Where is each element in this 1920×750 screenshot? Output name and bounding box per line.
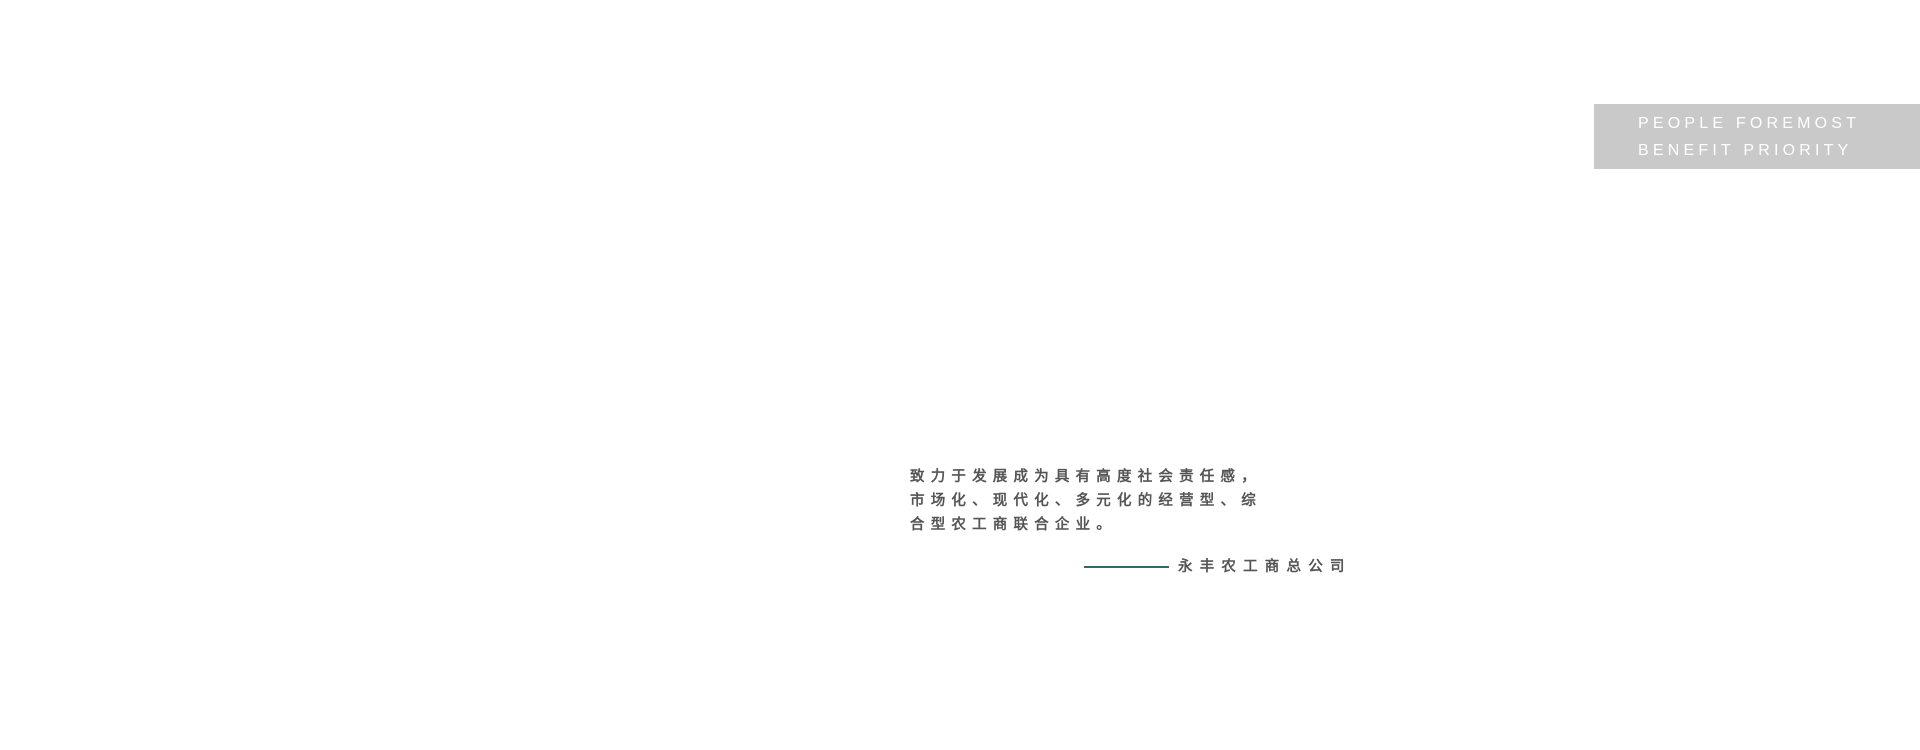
slogan-line-2: BENEFIT PRIORITY <box>1638 142 1853 159</box>
mission-line-3: 合型农工商联合企业。 <box>910 517 1117 533</box>
mission-statement: 致力于发展成为具有高度社会责任感， 市场化、现代化、多元化的经营型、综 合型农工… <box>910 465 1262 537</box>
slogan-badge: PEOPLE FOREMOST BENEFIT PRIORITY <box>1594 104 1920 169</box>
signature-divider <box>1084 566 1169 568</box>
slogan-line-1: PEOPLE FOREMOST <box>1638 115 1861 132</box>
mission-line-2: 市场化、现代化、多元化的经营型、综 <box>910 493 1262 509</box>
mission-line-1: 致力于发展成为具有高度社会责任感， <box>910 469 1262 485</box>
company-signature: 永丰农工商总公司 <box>1178 559 1352 575</box>
